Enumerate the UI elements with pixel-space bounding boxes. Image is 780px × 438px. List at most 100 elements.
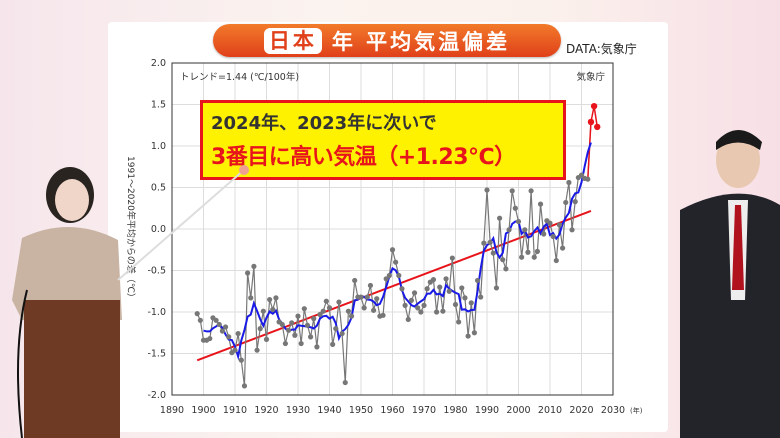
annual-point [257,326,263,332]
x-tick-label: 1890 [160,405,184,416]
annual-point [522,227,528,233]
annual-point [566,179,572,186]
x-unit-label: (年) [630,406,643,415]
annual-point [465,333,471,339]
annual-point [216,321,222,328]
x-tick-label: 2000 [506,405,530,416]
annual-point [487,239,493,245]
annual-point [519,254,525,260]
recent-series-line [587,106,598,180]
annual-point [515,218,522,225]
chart-title: 日本年 平均気温偏差 [213,24,561,57]
annual-point [443,276,449,282]
annual-point [512,205,518,211]
annual-point [292,332,298,338]
annual-point [525,249,531,255]
y-tick-label: 2.0 [151,58,166,69]
annual-point [367,282,374,289]
annual-point [493,285,500,291]
annual-point [207,335,213,342]
annual-point [569,227,575,233]
highlight-point [587,118,595,126]
annual-point [245,270,251,276]
x-tick-label: 2030 [601,405,625,416]
annual-point [430,277,437,283]
presenter-woman [12,167,122,438]
y-tick-label: -0.5 [147,266,166,277]
annual-point [452,301,459,308]
five-year-mean-line [203,142,592,361]
annual-point [396,272,402,279]
annual-point [374,296,380,302]
annual-point [348,313,355,319]
annual-point [194,311,200,317]
annual-point [405,316,411,323]
annual-point [219,328,225,334]
annual-point [462,295,468,301]
annual-point [550,233,556,240]
annual-point [556,222,563,228]
annual-point [408,297,414,303]
annual-point [260,308,266,314]
annual-point [222,324,229,330]
annual-point [528,188,534,194]
y-tick-label: 0.5 [151,183,166,194]
x-tick-label: 2020 [569,405,593,416]
annual-point [446,288,452,294]
annual-point [333,326,339,332]
annual-point [531,254,537,260]
x-tick-label: 1970 [412,405,436,416]
annual-point [437,284,443,290]
annual-point [371,307,377,313]
x-tick-label: 1960 [380,405,404,416]
annual-point [330,341,336,347]
annual-point [238,357,244,363]
annual-point [578,172,585,178]
trend-label: トレンド=1.44 (℃/100年) [180,71,299,83]
annual-point [226,334,232,340]
annual-point [500,257,506,263]
annual-point [311,316,317,322]
annual-point [553,257,559,264]
annual-point [503,266,509,272]
annual-point [285,327,292,333]
annual-point [317,311,323,318]
annual-point [572,199,578,205]
annual-point [326,305,333,311]
x-tick-label: 1990 [475,405,499,416]
callout-line1: 2024年、2023年に次いで [211,113,437,134]
annual-point [415,305,421,311]
y-tick-label: 1.5 [151,100,166,111]
x-tick-label: 1900 [191,405,215,416]
annual-point [248,295,254,301]
annual-point [282,340,288,347]
annual-point [481,240,487,246]
annual-point [304,322,311,328]
y-tick-label: -1.5 [147,349,166,360]
x-tick-label: 1930 [286,405,310,416]
annual-point [339,330,345,337]
annual-point [474,277,481,284]
annual-point [563,199,569,206]
annual-point [440,308,446,314]
annual-point [295,313,301,319]
annual-point [358,294,364,300]
annual-point [534,248,541,255]
annual-point [386,272,392,279]
annual-point [320,308,326,314]
annual-point [273,295,279,301]
annual-point [471,330,477,336]
annual-point [197,317,203,323]
callout-line2: 3番目に高い気温（+1.23℃） [211,145,516,170]
y-tick-label: -2.0 [147,390,166,401]
annual-point [364,294,370,300]
annual-point [308,334,314,340]
annual-point [235,330,241,337]
x-tick-label: 2010 [538,405,562,416]
x-tick-label: 1950 [349,405,373,416]
annual-point [301,306,307,312]
annual-point [411,290,418,296]
y-tick-label: -1.0 [147,307,166,318]
